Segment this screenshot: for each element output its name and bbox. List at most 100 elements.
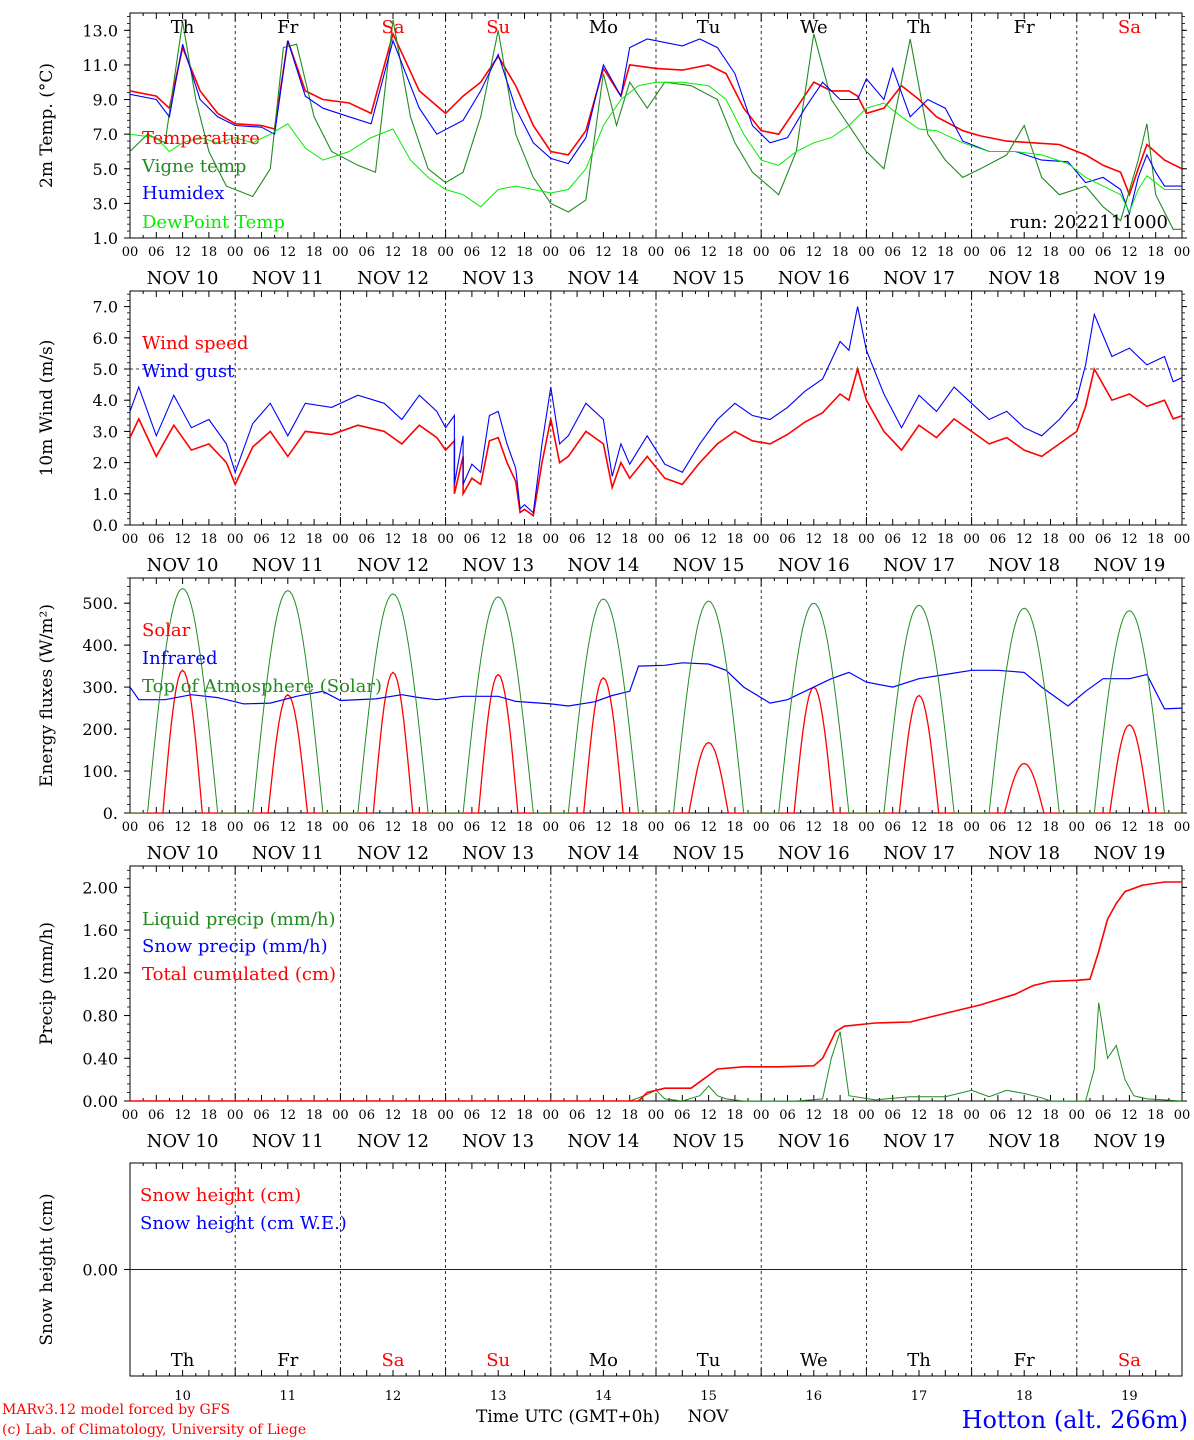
hour-label: 00 [227, 1108, 244, 1123]
legend-entry: Vigne temp [141, 156, 246, 177]
date-label: NOV 16 [778, 268, 850, 289]
hour-label: 12 [806, 532, 823, 547]
date-label: NOV 13 [462, 843, 534, 864]
hour-label: 18 [621, 532, 638, 547]
hour-label: 12 [595, 820, 612, 835]
hour-label: 06 [884, 245, 901, 260]
y-axis-title: Precip (mm/h) [37, 922, 57, 1045]
hour-label: 00 [332, 820, 349, 835]
hour-label: 06 [990, 532, 1007, 547]
y-tick-label: 3.0 [93, 422, 118, 441]
date-label: NOV 16 [778, 1131, 850, 1152]
date-label: NOV 19 [1093, 268, 1165, 289]
hour-label: 06 [884, 1108, 901, 1123]
series-line-temperature [130, 31, 1182, 198]
hour-label: 06 [779, 245, 796, 260]
hour-label: 18 [727, 820, 744, 835]
hour-label: 00 [543, 532, 560, 547]
date-label: NOV 15 [673, 268, 745, 289]
hour-label: 18 [937, 820, 954, 835]
hour-label: 00 [858, 1108, 875, 1123]
date-label: NOV 10 [147, 1131, 219, 1152]
hour-label: 06 [779, 820, 796, 835]
y-tick-label: 500. [82, 594, 118, 613]
hour-label: 12 [1016, 245, 1033, 260]
hour-label: 12 [911, 1108, 928, 1123]
hour-label: 00 [332, 245, 349, 260]
hour-label: 18 [1147, 820, 1164, 835]
hour-label: 06 [358, 532, 375, 547]
hour-label: 06 [990, 1108, 1007, 1123]
weekday-label: Fr [277, 17, 298, 38]
date-label: NOV 11 [252, 1131, 324, 1152]
y-tick-label: 0. [103, 804, 118, 823]
weekday-label: Sa [381, 17, 404, 38]
hour-label: 12 [280, 532, 297, 547]
hour-label: 00 [437, 245, 454, 260]
day-number: 19 [1121, 1389, 1138, 1404]
hour-label: 18 [201, 245, 218, 260]
date-label: NOV 13 [462, 268, 534, 289]
hour-label: 00 [1174, 245, 1191, 260]
hour-label: 00 [1069, 1108, 1086, 1123]
hour-label: 06 [884, 532, 901, 547]
hour-label: 18 [411, 245, 428, 260]
hour-label: 12 [595, 532, 612, 547]
date-label: NOV 17 [883, 1131, 955, 1152]
hour-label: 18 [1042, 532, 1059, 547]
legend-entry: Snow height (cm) [140, 1185, 301, 1206]
hour-label: 12 [911, 820, 928, 835]
hour-label: 00 [858, 532, 875, 547]
hour-label: 12 [1016, 820, 1033, 835]
day-number: 14 [595, 1389, 612, 1404]
hour-label: 00 [122, 820, 139, 835]
hour-label: 12 [490, 1108, 507, 1123]
series-line-total-cumulated-cm- [130, 881, 1182, 1101]
hour-label: 18 [1042, 245, 1059, 260]
hour-label: 18 [411, 532, 428, 547]
hour-label: 00 [437, 820, 454, 835]
hour-label: 12 [1121, 532, 1138, 547]
hour-label: 00 [963, 532, 980, 547]
hour-label: 06 [779, 532, 796, 547]
hour-label: 06 [674, 1108, 691, 1123]
hour-label: 18 [832, 820, 849, 835]
hour-label: 06 [569, 532, 586, 547]
panel-3 [124, 577, 1187, 814]
y-tick-label: 7.0 [93, 298, 118, 317]
date-label: NOV 18 [988, 843, 1060, 864]
hour-label: 06 [779, 1108, 796, 1123]
hour-label: 00 [543, 1108, 560, 1123]
hour-label: 06 [148, 245, 165, 260]
hour-label: 18 [937, 245, 954, 260]
hour-label: 00 [122, 245, 139, 260]
y-tick-label: 400. [82, 636, 118, 655]
panel-4 [124, 865, 1187, 1102]
hour-label: 00 [858, 820, 875, 835]
date-label: NOV 10 [147, 268, 219, 289]
y-axis-title: 10m Wind (m/s) [37, 340, 57, 477]
hour-label: 12 [174, 532, 191, 547]
hour-label: 00 [648, 245, 665, 260]
date-label: NOV 11 [252, 555, 324, 576]
legend-entry: Temperature [142, 128, 260, 149]
hour-label: 18 [306, 532, 323, 547]
hour-label: 12 [595, 245, 612, 260]
hour-label: 18 [937, 1108, 954, 1123]
hour-label: 06 [1095, 820, 1112, 835]
hour-label: 18 [1042, 1108, 1059, 1123]
y-axis-title: Snow height (cm) [37, 1193, 57, 1345]
weekday-label: Sa [1118, 1350, 1141, 1371]
date-label: NOV 11 [252, 843, 324, 864]
hour-label: 12 [700, 532, 717, 547]
weekday-label: Th [907, 1350, 931, 1371]
hour-label: 18 [832, 245, 849, 260]
weekday-label: Fr [1014, 1350, 1035, 1371]
hour-label: 18 [201, 1108, 218, 1123]
y-tick-label: 3.0 [93, 194, 118, 213]
hour-label: 00 [437, 532, 454, 547]
hour-label: 18 [621, 1108, 638, 1123]
hour-label: 00 [543, 820, 560, 835]
hour-label: 12 [280, 1108, 297, 1123]
hour-label: 12 [490, 245, 507, 260]
